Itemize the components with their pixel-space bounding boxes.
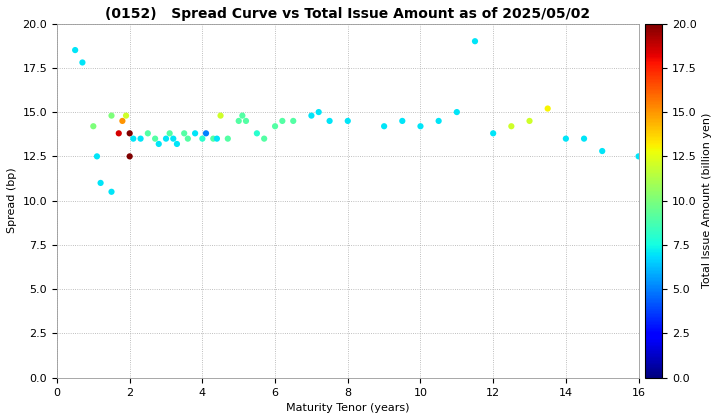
Point bbox=[179, 130, 190, 136]
Point bbox=[127, 135, 139, 142]
Point bbox=[578, 135, 590, 142]
Point bbox=[161, 135, 172, 142]
Point bbox=[182, 135, 194, 142]
Point bbox=[135, 135, 146, 142]
Point bbox=[164, 130, 176, 136]
Point bbox=[211, 135, 222, 142]
Point bbox=[237, 112, 248, 119]
Point bbox=[397, 118, 408, 124]
Point bbox=[106, 189, 117, 195]
Point bbox=[171, 141, 183, 147]
Point bbox=[153, 141, 164, 147]
X-axis label: Maturity Tenor (years): Maturity Tenor (years) bbox=[286, 403, 410, 413]
Point bbox=[324, 118, 336, 124]
Point bbox=[342, 118, 354, 124]
Point bbox=[505, 123, 517, 130]
Point bbox=[487, 130, 499, 136]
Point bbox=[233, 118, 245, 124]
Point bbox=[313, 109, 325, 116]
Point bbox=[222, 135, 233, 142]
Point bbox=[215, 112, 226, 119]
Point bbox=[269, 123, 281, 130]
Point bbox=[306, 112, 318, 119]
Point bbox=[91, 153, 103, 160]
Point bbox=[287, 118, 299, 124]
Point bbox=[433, 118, 444, 124]
Point bbox=[251, 130, 263, 136]
Point bbox=[95, 180, 107, 186]
Point bbox=[276, 118, 288, 124]
Point bbox=[451, 109, 462, 116]
Point bbox=[124, 153, 135, 160]
Point bbox=[69, 47, 81, 53]
Point bbox=[207, 135, 219, 142]
Point bbox=[142, 130, 153, 136]
Point bbox=[197, 135, 208, 142]
Point bbox=[258, 135, 270, 142]
Point bbox=[124, 130, 135, 136]
Y-axis label: Total Issue Amount (billion yen): Total Issue Amount (billion yen) bbox=[703, 113, 712, 288]
Point bbox=[168, 135, 179, 142]
Point bbox=[76, 59, 88, 66]
Point bbox=[149, 135, 161, 142]
Point bbox=[189, 130, 201, 136]
Point bbox=[560, 135, 572, 142]
Y-axis label: Spread (bp): Spread (bp) bbox=[7, 168, 17, 234]
Title: (0152)   Spread Curve vs Total Issue Amount as of 2025/05/02: (0152) Spread Curve vs Total Issue Amoun… bbox=[105, 7, 590, 21]
Point bbox=[106, 112, 117, 119]
Point bbox=[415, 123, 426, 130]
Point bbox=[633, 153, 644, 160]
Point bbox=[523, 118, 535, 124]
Point bbox=[88, 123, 99, 130]
Point bbox=[378, 123, 390, 130]
Point bbox=[542, 105, 554, 112]
Point bbox=[117, 118, 128, 124]
Point bbox=[469, 38, 481, 45]
Point bbox=[200, 130, 212, 136]
Point bbox=[240, 118, 252, 124]
Point bbox=[596, 148, 608, 155]
Point bbox=[113, 130, 125, 136]
Point bbox=[120, 112, 132, 119]
